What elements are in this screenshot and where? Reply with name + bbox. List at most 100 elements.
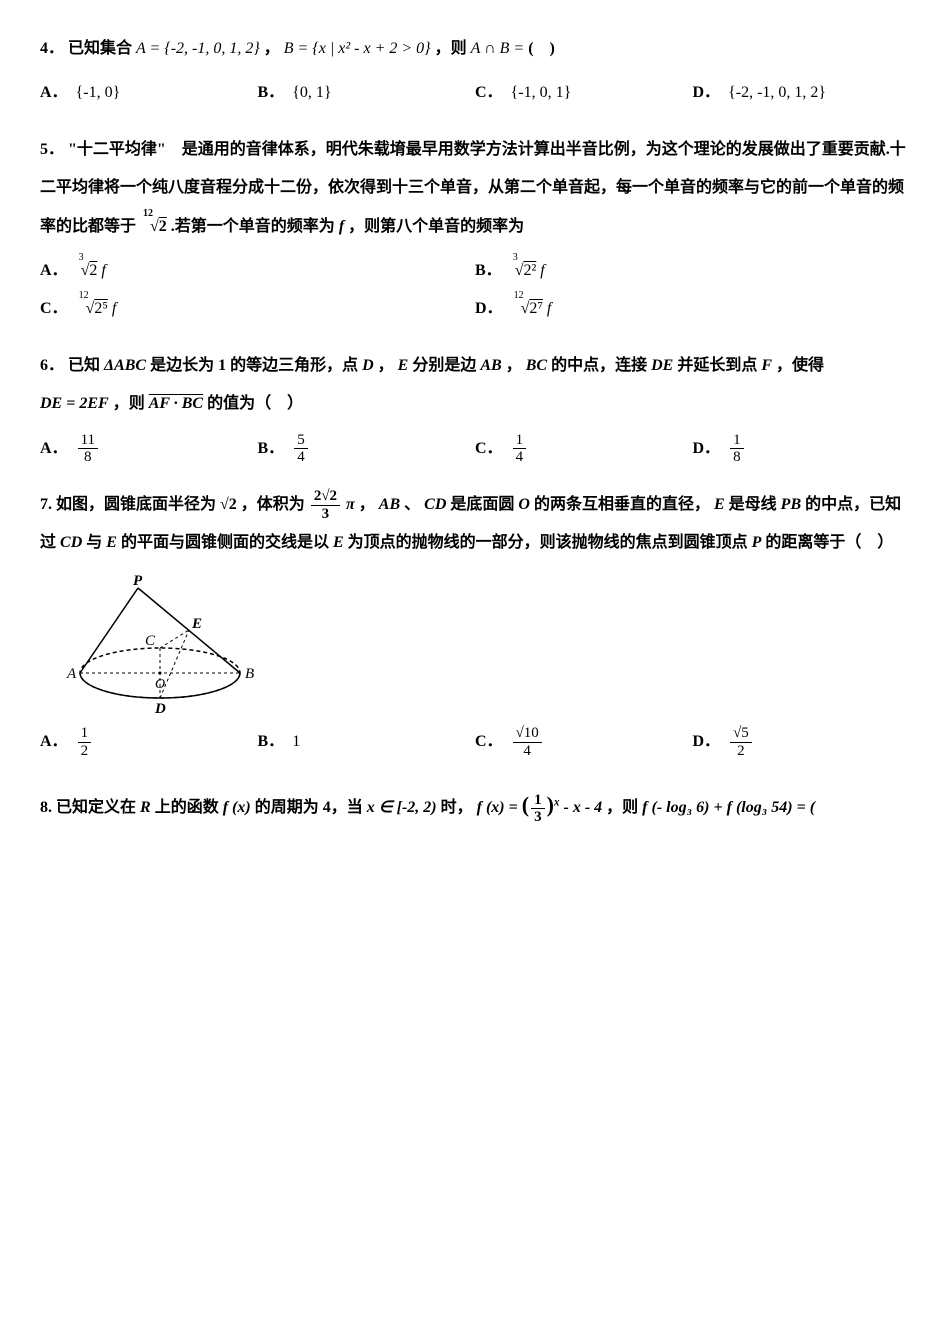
q7-E3: E: [333, 534, 344, 551]
q4-opt-d: D． {-2, -1, 0, 1, 2}: [693, 74, 911, 112]
label-A: A: [66, 666, 77, 682]
q7-number: 7.: [40, 496, 56, 513]
q5-opt-c-val: 12√2⁵ f: [76, 290, 117, 328]
question-6: 6． 已知 ΔABC 是边长为 1 的等边三角形，点 D ， E 分别是边 AB…: [40, 347, 910, 468]
question-5: 5． "十二平均律" 是通用的音律体系，明代朱载堉最早用数学方法计算出半音比例，…: [40, 131, 910, 329]
q8-lhs: f (x) =: [477, 799, 522, 816]
q6-D: D: [362, 357, 374, 374]
q6-opt-d-val: 18: [730, 432, 744, 466]
opt-label-d: D．: [693, 430, 721, 468]
cone-diagram-svg: P A B C D E O: [60, 573, 260, 713]
q5-opt-b-val: 3√2² f: [510, 252, 545, 290]
q8-final: f (- log₃ 6) + f (log₃ 54) = (: [642, 799, 815, 816]
q8-paren-frac: (: [522, 792, 529, 817]
q5-opt-d: D． 12√2⁷ f: [475, 290, 910, 328]
q8-fx: f (x): [223, 799, 251, 816]
q7-opt-a-val: 12: [78, 725, 92, 759]
q8-number: 8.: [40, 799, 56, 816]
q6-tri: ΔABC: [104, 357, 146, 374]
q7-t6: 是母线: [729, 496, 781, 513]
opt-label-b: B．: [475, 252, 502, 290]
opt-label-c: C．: [40, 290, 68, 328]
question-8: 8. 已知定义在 R 上的函数 f (x) 的周期为 4，当 x ∈ [-2, …: [40, 779, 910, 832]
q7-t11: 的距离等于（ ）: [765, 534, 893, 551]
q7-t1: 如图，圆锥底面半径为: [56, 496, 220, 513]
label-D: D: [154, 701, 166, 713]
q5-opt-a: A． 3√2 f: [40, 252, 475, 290]
q6-opt-c: C． 14: [475, 430, 693, 468]
q6-opt-c-val: 14: [513, 432, 527, 466]
q4-number: 4．: [40, 40, 64, 57]
q4-paren: ( ): [528, 40, 555, 57]
q6-AB: AB: [480, 357, 501, 374]
q7-AB: AB: [379, 496, 400, 513]
q5-opt-c: C． 12√2⁵ f: [40, 290, 475, 328]
q7-pi: π: [346, 496, 355, 513]
opt-label-a: A．: [40, 74, 68, 112]
q4-set-b: B = {x | x² - x + 2 > 0}: [284, 40, 431, 57]
opt-label-c: C．: [475, 74, 503, 112]
q6-stem-2: DE = 2EF ，则 AF · BC 的值为（ ）: [40, 385, 910, 423]
q4-opt-b-val: {0, 1}: [292, 74, 331, 112]
q7-opt-d-val: √52: [730, 725, 752, 759]
q7-stem: 7. 如图，圆锥底面半径为 √2 ，体积为 2√23 π ， AB 、 CD 是…: [40, 486, 910, 563]
q6-eq: DE = 2EF: [40, 395, 109, 412]
q7-vol: 2√23: [311, 488, 340, 522]
q7-PB: PB: [781, 496, 801, 513]
q7-t5: 的两条互相垂直的直径，: [534, 496, 710, 513]
opt-label-b: B．: [258, 74, 285, 112]
q8-R: R: [140, 799, 151, 816]
q7-dot: 、: [404, 496, 420, 513]
label-P: P: [133, 573, 143, 589]
opt-label-d: D．: [693, 74, 721, 112]
q5-stem: 5． "十二平均律" 是通用的音律体系，明代朱载堉最早用数学方法计算出半音比例，…: [40, 131, 910, 246]
q8-frac: 13: [531, 792, 545, 826]
q4-options: A． {-1, 0} B． {0, 1} C． {-1, 0, 1} D． {-…: [40, 74, 910, 112]
q8-t1: 已知定义在: [56, 799, 140, 816]
q6-BC: BC: [526, 357, 547, 374]
q6-t2: 是边长为 1 的等边三角形，点: [150, 357, 362, 374]
q5-opt-b: B． 3√2² f: [475, 252, 910, 290]
q7-t9: 的平面与圆锥侧面的交线是以: [121, 534, 333, 551]
q5-root: 12√2: [140, 208, 167, 246]
q4-opt-a-val: {-1, 0}: [76, 74, 121, 112]
q6-E: E: [398, 357, 409, 374]
label-E: E: [191, 616, 202, 632]
opt-label-c: C．: [475, 723, 503, 761]
q7-t4: 是底面圆: [450, 496, 518, 513]
q6-t6: ，使得: [776, 357, 824, 374]
opt-label-b: B．: [258, 430, 285, 468]
q7-t8: 与: [86, 534, 106, 551]
q7-E: E: [714, 496, 725, 513]
q6-opt-d: D． 18: [693, 430, 911, 468]
q8-t2: 上的函数: [155, 799, 223, 816]
q4-mid1: ，: [264, 40, 280, 57]
q6-stem: 6． 已知 ΔABC 是边长为 1 的等边三角形，点 D ， E 分别是边 AB…: [40, 347, 910, 385]
q7-opt-d: D． √52: [693, 723, 911, 761]
q7-t2: ，体积为: [241, 496, 309, 513]
opt-label-b: B．: [258, 723, 285, 761]
q4-mid2: ，则: [435, 40, 471, 57]
q5-options: A． 3√2 f B． 3√2² f C． 12√2⁵ f D． 12√2⁷ f: [40, 252, 910, 329]
q7-r: √2: [220, 496, 237, 513]
q6-opt-a: A． 118: [40, 430, 258, 468]
q8-t4: 时，: [441, 799, 473, 816]
opt-label-c: C．: [475, 430, 503, 468]
q4-stem: 4． 已知集合 A = {-2, -1, 0, 1, 2} ， B = {x |…: [40, 30, 910, 68]
q8-dom: x ∈ [-2, 2): [367, 799, 437, 816]
question-7: 7. 如图，圆锥底面半径为 √2 ，体积为 2√23 π ， AB 、 CD 是…: [40, 486, 910, 761]
q5-number: 5．: [40, 141, 64, 158]
opt-label-d: D．: [693, 723, 721, 761]
q8-stem: 8. 已知定义在 R 上的函数 f (x) 的周期为 4，当 x ∈ [-2, …: [40, 779, 910, 832]
opt-label-a: A．: [40, 430, 68, 468]
q5-opt-a-val: 3√2 f: [76, 252, 106, 290]
q6-t1: 已知: [68, 357, 104, 374]
q4-opt-b: B． {0, 1}: [258, 74, 476, 112]
q4-expr: A ∩ B =: [471, 40, 525, 57]
opt-label-a: A．: [40, 252, 68, 290]
q7-t3: ，: [359, 496, 375, 513]
opt-label-a: A．: [40, 723, 68, 761]
q5-text-2: .若第一个单音的频率为: [171, 218, 339, 235]
q7-options: A． 12 B． 1 C． √104 D． √52: [40, 723, 910, 761]
q5-var-f: f: [339, 218, 344, 235]
